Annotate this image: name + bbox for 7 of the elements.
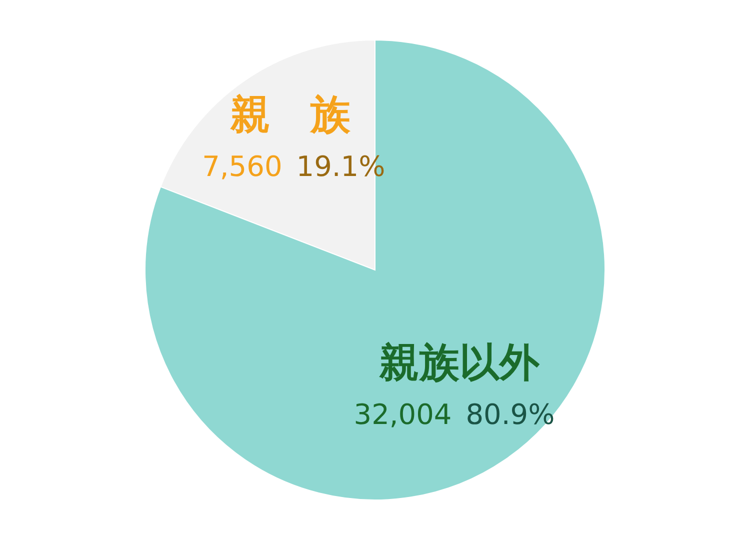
- text: 19.1%: [296, 150, 386, 184]
- data-label: 7,560: [202, 150, 282, 184]
- slice-label: 親族以外: [378, 340, 541, 386]
- data-label: 32,004: [354, 398, 452, 431]
- slice-label: 親 族: [229, 92, 352, 138]
- pie-slice: [144, 40, 606, 500]
- text: 80.9%: [466, 398, 555, 431]
